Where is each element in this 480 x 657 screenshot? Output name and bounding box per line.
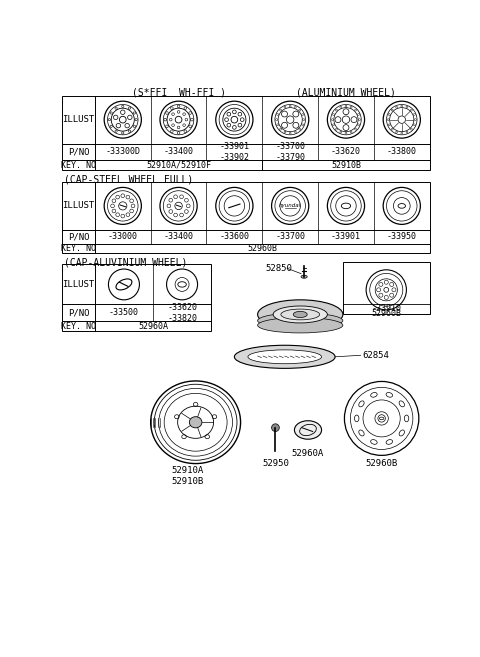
Text: -33901: -33901 <box>331 232 361 241</box>
Ellipse shape <box>273 306 327 323</box>
Text: -33700: -33700 <box>275 232 305 241</box>
Ellipse shape <box>301 275 307 279</box>
Text: -33901
-33902: -33901 -33902 <box>219 142 250 162</box>
Text: -33910: -33910 <box>371 304 401 313</box>
Text: -33000: -33000 <box>108 232 138 241</box>
Bar <box>62 182 430 253</box>
Text: -33800: -33800 <box>387 147 417 156</box>
Text: ILLUST: ILLUST <box>62 115 95 124</box>
Text: 52910B: 52910B <box>331 161 361 170</box>
Ellipse shape <box>189 417 202 428</box>
Text: KEY. NO: KEY. NO <box>61 321 96 330</box>
Text: hyundai: hyundai <box>279 204 301 208</box>
Text: -33700
-33790: -33700 -33790 <box>275 142 305 162</box>
Ellipse shape <box>248 350 322 364</box>
Ellipse shape <box>294 420 322 439</box>
Text: P/NO: P/NO <box>68 308 89 317</box>
Text: 52960A: 52960A <box>138 321 168 330</box>
Text: -33950: -33950 <box>387 232 417 241</box>
Text: (CAP-STEEL WHEEL FULL): (CAP-STEEL WHEEL FULL) <box>64 175 193 185</box>
Text: (ALUMINIUM WHEEL): (ALUMINIUM WHEEL) <box>296 87 396 98</box>
Bar <box>62 96 430 170</box>
Ellipse shape <box>258 300 343 329</box>
Ellipse shape <box>258 313 343 328</box>
Bar <box>343 262 430 315</box>
Text: P/NO: P/NO <box>68 147 89 156</box>
Text: 52850: 52850 <box>265 263 292 273</box>
Text: -33300D: -33300D <box>105 147 140 156</box>
Text: P/NO: P/NO <box>68 232 89 241</box>
Text: -33600: -33600 <box>219 232 250 241</box>
Text: -33400: -33400 <box>164 232 193 241</box>
Text: 52950: 52950 <box>262 459 289 468</box>
Text: (CAP-ALUVINIUM WHEEL): (CAP-ALUVINIUM WHEEL) <box>64 257 187 267</box>
Text: 52960B: 52960B <box>365 459 398 468</box>
Text: KEY. NO: KEY. NO <box>61 161 96 170</box>
Text: ILLUST: ILLUST <box>62 280 95 289</box>
Text: ILLUST: ILLUST <box>62 202 95 210</box>
Text: 52960B: 52960B <box>371 309 401 318</box>
Ellipse shape <box>293 311 307 317</box>
Text: 52910A
52910B: 52910A 52910B <box>172 466 204 486</box>
Text: -33620
-33820: -33620 -33820 <box>167 303 197 323</box>
Text: 62854: 62854 <box>362 351 389 360</box>
Text: -33400: -33400 <box>164 147 193 156</box>
Ellipse shape <box>234 346 335 369</box>
Text: KEY. NO: KEY. NO <box>61 244 96 253</box>
Text: -33620: -33620 <box>331 147 361 156</box>
Text: 52910A/52910F: 52910A/52910F <box>146 161 211 170</box>
Circle shape <box>272 424 279 432</box>
Text: -33500: -33500 <box>109 308 139 317</box>
Bar <box>62 264 211 330</box>
Ellipse shape <box>258 317 343 333</box>
Text: 52960A: 52960A <box>292 449 324 457</box>
Text: 52960B: 52960B <box>247 244 277 253</box>
Ellipse shape <box>281 309 320 320</box>
Text: (S*FFI  WH-FFI ): (S*FFI WH-FFI ) <box>132 87 226 98</box>
